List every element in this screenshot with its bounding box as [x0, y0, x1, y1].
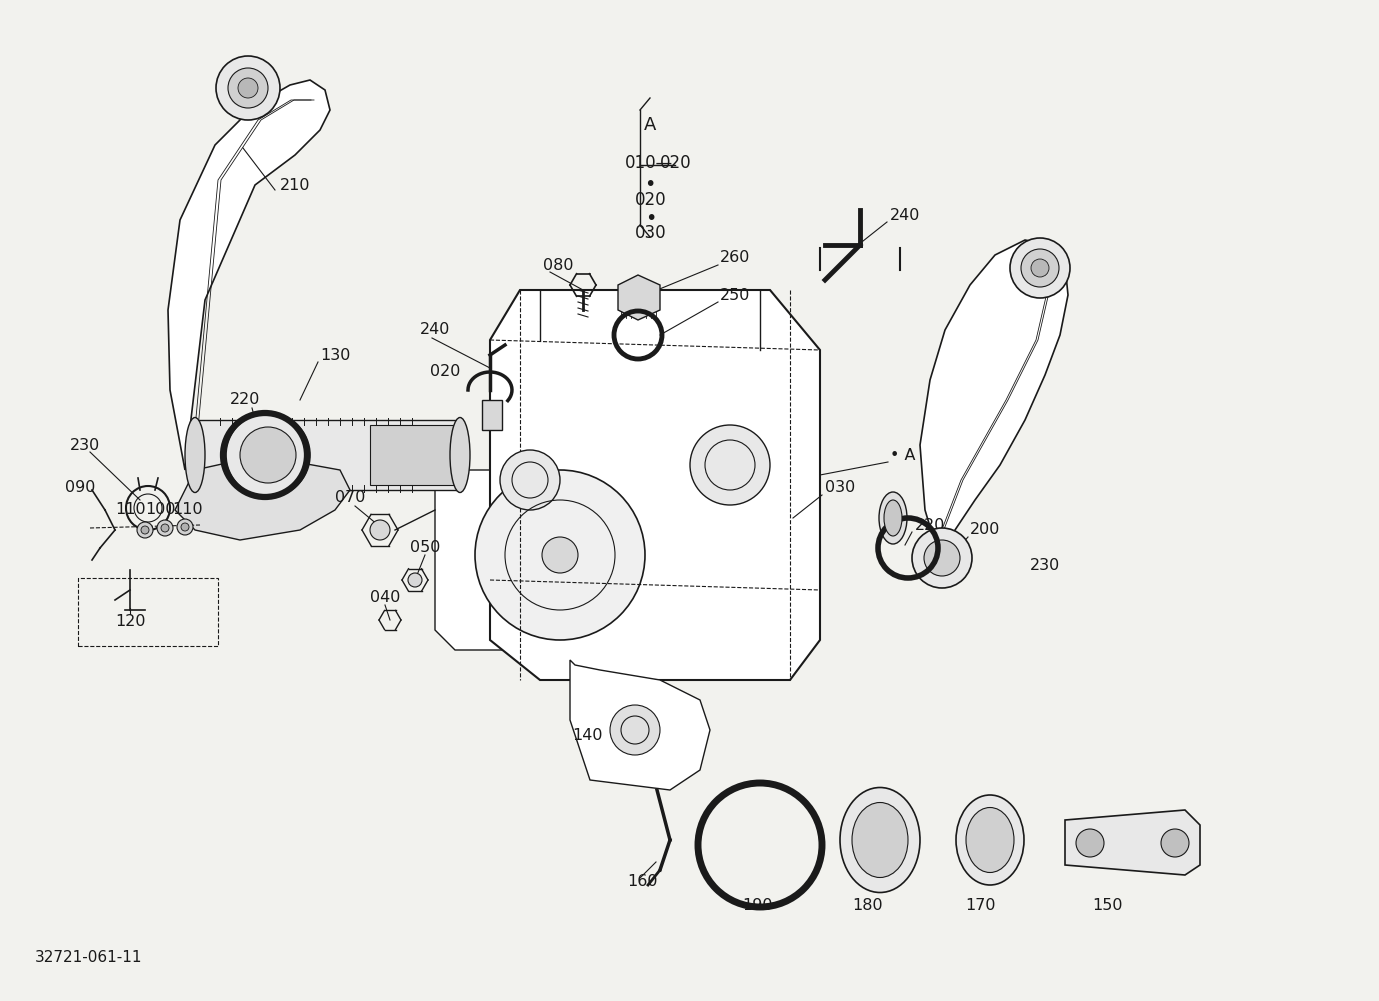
- Circle shape: [1076, 829, 1105, 857]
- Circle shape: [141, 526, 149, 534]
- Text: •: •: [645, 208, 656, 227]
- Text: 150: 150: [1092, 898, 1123, 913]
- Ellipse shape: [967, 808, 1014, 873]
- Polygon shape: [434, 470, 661, 650]
- Circle shape: [240, 427, 296, 483]
- Text: 230: 230: [70, 437, 101, 452]
- Circle shape: [1009, 238, 1070, 298]
- Ellipse shape: [185, 417, 205, 492]
- Text: 020: 020: [430, 364, 461, 379]
- Text: 240: 240: [889, 207, 920, 222]
- Polygon shape: [175, 460, 350, 540]
- Text: 110: 110: [172, 503, 203, 518]
- Circle shape: [542, 537, 578, 573]
- Circle shape: [1020, 249, 1059, 287]
- Circle shape: [474, 470, 645, 640]
- Text: 250: 250: [720, 287, 750, 302]
- Text: 050: 050: [410, 541, 440, 556]
- Text: 030: 030: [825, 480, 855, 495]
- Text: 020: 020: [661, 154, 692, 172]
- Text: 160: 160: [627, 875, 658, 890]
- Circle shape: [408, 573, 422, 587]
- Polygon shape: [168, 80, 330, 470]
- Circle shape: [501, 450, 560, 510]
- Circle shape: [228, 68, 268, 108]
- Circle shape: [924, 540, 960, 576]
- Ellipse shape: [840, 788, 920, 893]
- Ellipse shape: [852, 803, 907, 878]
- Circle shape: [690, 425, 769, 505]
- Ellipse shape: [450, 417, 470, 492]
- Text: 140: 140: [572, 728, 603, 743]
- Text: A: A: [644, 116, 656, 134]
- Circle shape: [912, 528, 972, 588]
- Text: 110: 110: [114, 503, 146, 518]
- Text: 180: 180: [852, 898, 883, 913]
- Circle shape: [1031, 259, 1049, 277]
- Text: 130: 130: [320, 347, 350, 362]
- Circle shape: [217, 56, 280, 120]
- Polygon shape: [618, 275, 661, 320]
- Circle shape: [177, 519, 193, 535]
- Polygon shape: [490, 290, 821, 680]
- Text: 070: 070: [335, 490, 365, 506]
- Circle shape: [239, 78, 258, 98]
- Text: 010—: 010—: [625, 154, 673, 172]
- Polygon shape: [483, 400, 502, 430]
- Text: •: •: [644, 175, 655, 194]
- Text: 210: 210: [280, 177, 310, 192]
- Bar: [79, 578, 218, 646]
- Text: 260: 260: [720, 250, 750, 265]
- Polygon shape: [570, 660, 710, 790]
- Text: 100: 100: [145, 503, 175, 518]
- Circle shape: [181, 523, 189, 531]
- Ellipse shape: [956, 795, 1025, 885]
- Circle shape: [137, 522, 153, 538]
- Text: 220: 220: [916, 518, 946, 533]
- Text: 190: 190: [742, 898, 772, 913]
- Circle shape: [370, 520, 390, 540]
- Circle shape: [610, 705, 661, 755]
- Polygon shape: [1065, 810, 1200, 875]
- Ellipse shape: [878, 492, 907, 544]
- Circle shape: [1161, 829, 1189, 857]
- Text: 200: 200: [969, 523, 1000, 538]
- Text: 240: 240: [421, 322, 451, 337]
- Text: 32721-061-11: 32721-061-11: [34, 951, 142, 966]
- Circle shape: [226, 413, 310, 497]
- Text: 230: 230: [1030, 558, 1060, 573]
- Text: 040: 040: [370, 591, 400, 606]
- Polygon shape: [920, 240, 1067, 560]
- Polygon shape: [370, 425, 461, 485]
- Text: • A: • A: [889, 447, 916, 462]
- Text: 080: 080: [543, 257, 574, 272]
- Circle shape: [157, 520, 172, 536]
- Text: 170: 170: [965, 898, 996, 913]
- Polygon shape: [194, 420, 461, 490]
- Text: 090: 090: [65, 480, 95, 495]
- Circle shape: [161, 524, 170, 532]
- Text: 030: 030: [636, 224, 667, 242]
- Text: 020: 020: [636, 191, 667, 209]
- Text: 120: 120: [114, 615, 146, 630]
- Ellipse shape: [884, 500, 902, 536]
- Text: 220: 220: [230, 392, 261, 407]
